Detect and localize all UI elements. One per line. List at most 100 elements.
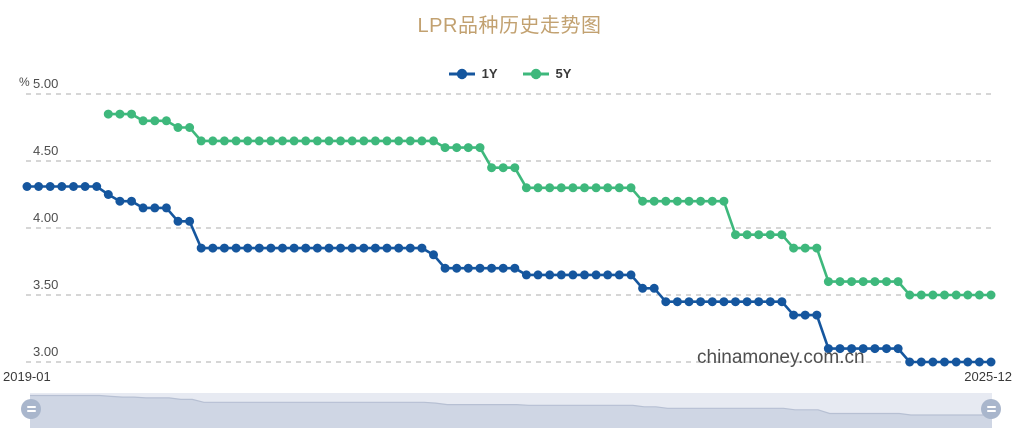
data-point-5y[interactable] <box>812 243 822 253</box>
data-point-5y[interactable] <box>963 290 973 300</box>
data-point-1y[interactable] <box>882 344 891 354</box>
data-point-5y[interactable] <box>545 183 555 193</box>
data-point-1y[interactable] <box>440 263 450 273</box>
data-point-1y[interactable] <box>986 357 996 367</box>
datazoom-slider[interactable] <box>30 393 992 428</box>
data-point-1y[interactable] <box>498 263 508 273</box>
data-point-5y[interactable] <box>196 136 206 146</box>
data-point-5y[interactable] <box>638 196 648 206</box>
data-point-5y[interactable] <box>115 109 125 119</box>
data-point-1y[interactable] <box>370 243 380 253</box>
data-point-1y[interactable] <box>545 270 555 280</box>
data-point-5y[interactable] <box>731 230 740 240</box>
data-point-1y[interactable] <box>34 182 44 191</box>
data-point-1y[interactable] <box>278 243 287 253</box>
data-point-5y[interactable] <box>324 136 334 146</box>
data-point-1y[interactable] <box>289 243 299 253</box>
data-point-1y[interactable] <box>707 297 717 307</box>
data-point-5y[interactable] <box>219 136 229 146</box>
data-point-5y[interactable] <box>568 183 578 193</box>
data-point-5y[interactable] <box>173 123 183 132</box>
data-point-5y[interactable] <box>847 277 857 287</box>
data-point-1y[interactable] <box>835 344 845 354</box>
data-point-5y[interactable] <box>336 136 346 146</box>
data-point-1y[interactable] <box>301 243 311 253</box>
data-point-5y[interactable] <box>289 136 299 146</box>
data-point-1y[interactable] <box>127 196 136 206</box>
data-point-1y[interactable] <box>312 243 322 253</box>
data-point-1y[interactable] <box>394 243 404 253</box>
data-point-5y[interactable] <box>684 196 694 206</box>
data-point-1y[interactable] <box>858 344 868 354</box>
data-point-1y[interactable] <box>208 243 218 253</box>
data-point-5y[interactable] <box>591 183 601 193</box>
data-point-1y[interactable] <box>405 243 415 253</box>
data-point-5y[interactable] <box>510 163 520 173</box>
data-point-5y[interactable] <box>823 277 833 287</box>
legend-item-1y[interactable]: 1Y <box>448 66 498 81</box>
data-point-1y[interactable] <box>777 297 787 307</box>
data-point-1y[interactable] <box>463 263 473 273</box>
data-point-5y[interactable] <box>533 183 543 193</box>
data-point-1y[interactable] <box>661 297 671 307</box>
data-point-5y[interactable] <box>429 136 438 146</box>
data-point-5y[interactable] <box>696 196 706 206</box>
data-point-5y[interactable] <box>742 230 752 240</box>
data-point-5y[interactable] <box>556 183 566 193</box>
data-point-1y[interactable] <box>626 270 636 280</box>
data-point-5y[interactable] <box>382 136 392 146</box>
data-point-1y[interactable] <box>789 310 799 320</box>
series-line-1y[interactable] <box>27 185 991 364</box>
data-point-1y[interactable] <box>243 243 253 253</box>
data-point-1y[interactable] <box>928 357 938 367</box>
data-point-5y[interactable] <box>835 277 845 287</box>
data-point-1y[interactable] <box>92 182 102 191</box>
data-point-1y[interactable] <box>452 263 462 273</box>
data-point-5y[interactable] <box>231 136 241 146</box>
data-point-5y[interactable] <box>347 136 357 146</box>
data-point-5y[interactable] <box>974 290 984 300</box>
data-point-5y[interactable] <box>672 196 682 206</box>
data-point-5y[interactable] <box>707 196 717 206</box>
data-point-1y[interactable] <box>905 357 915 367</box>
data-point-1y[interactable] <box>324 243 334 253</box>
data-point-1y[interactable] <box>231 243 241 253</box>
data-point-1y[interactable] <box>649 283 659 293</box>
data-point-1y[interactable] <box>161 203 171 213</box>
data-point-5y[interactable] <box>893 277 903 287</box>
data-point-5y[interactable] <box>905 290 915 300</box>
data-point-1y[interactable] <box>382 243 392 253</box>
data-point-1y[interactable] <box>150 203 160 213</box>
data-point-1y[interactable] <box>556 270 566 280</box>
data-point-1y[interactable] <box>417 243 427 253</box>
data-point-5y[interactable] <box>440 143 450 153</box>
data-point-5y[interactable] <box>301 136 311 146</box>
data-point-5y[interactable] <box>614 183 624 193</box>
lpr-trend-chart[interactable]: % 5.00 4.50 4.00 3.50 3.00 <box>0 0 1019 392</box>
data-point-5y[interactable] <box>185 123 195 132</box>
data-point-5y[interactable] <box>649 196 659 206</box>
data-point-1y[interactable] <box>115 196 125 206</box>
data-point-5y[interactable] <box>777 230 787 240</box>
data-point-1y[interactable] <box>336 243 346 253</box>
data-point-1y[interactable] <box>812 310 822 320</box>
data-point-1y[interactable] <box>963 357 973 367</box>
data-point-5y[interactable] <box>405 136 415 146</box>
data-point-1y[interactable] <box>742 297 752 307</box>
data-point-1y[interactable] <box>510 263 520 273</box>
data-point-1y[interactable] <box>347 243 357 253</box>
data-point-1y[interactable] <box>684 297 694 307</box>
data-point-1y[interactable] <box>69 182 78 191</box>
data-point-5y[interactable] <box>487 163 497 173</box>
data-point-5y[interactable] <box>463 143 473 153</box>
data-point-1y[interactable] <box>823 344 833 354</box>
data-point-5y[interactable] <box>754 230 764 240</box>
data-point-5y[interactable] <box>800 243 810 253</box>
data-point-5y[interactable] <box>951 290 961 300</box>
data-point-1y[interactable] <box>359 243 369 253</box>
data-point-1y[interactable] <box>847 344 857 354</box>
data-point-1y[interactable] <box>185 216 195 226</box>
data-point-1y[interactable] <box>614 270 624 280</box>
data-point-5y[interactable] <box>475 143 485 153</box>
data-point-1y[interactable] <box>45 182 55 191</box>
